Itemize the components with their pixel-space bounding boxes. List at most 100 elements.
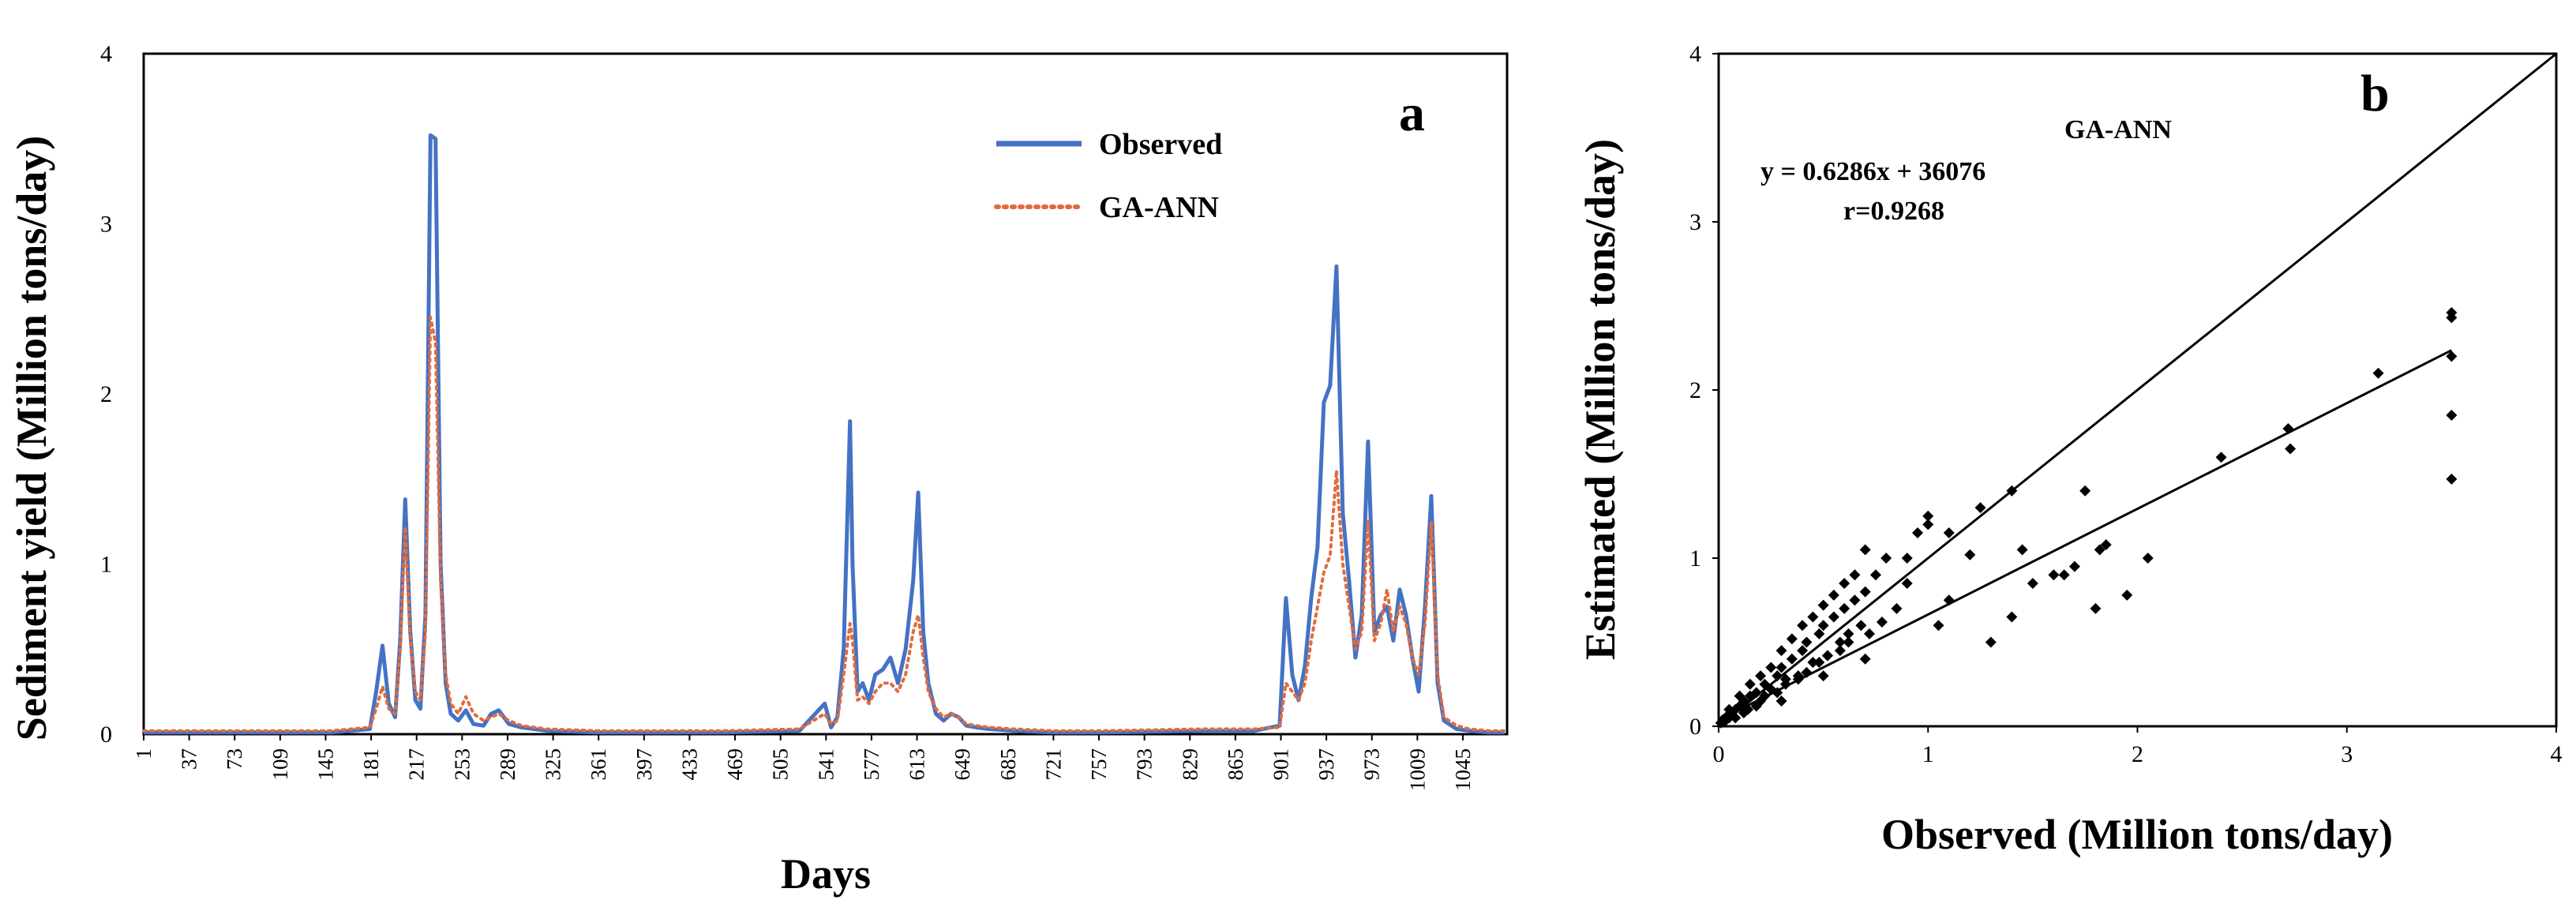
panel-a-x-tick-label: 577 [860, 748, 883, 781]
scatter-point [1828, 589, 1839, 601]
scatter-point [1759, 690, 1771, 702]
scatter-point [2006, 611, 2018, 623]
scatter-point [1817, 670, 1829, 682]
scatter-point [1839, 602, 1850, 614]
panel-b-points [1715, 307, 2458, 729]
panel-a-x-tick-label: 253 [450, 748, 474, 781]
scatter-point [2016, 544, 2028, 556]
panel-a-x-tick-label: 505 [769, 748, 793, 781]
scatter-point [1755, 670, 1767, 682]
scatter-point [1786, 633, 1798, 645]
panel-a-x-tick-label: 613 [906, 748, 929, 781]
panel-a-y-tick-label: 0 [100, 722, 112, 748]
scatter-point [1807, 657, 1819, 669]
scatter-point [1943, 527, 1955, 539]
panel-b-equation: y = 0.6286x + 36076 [1760, 157, 1985, 186]
panel-a-x-tick-label: 973 [1360, 748, 1384, 781]
panel-b-x-tick-label: 4 [2551, 741, 2563, 767]
scatter-point [1876, 616, 1888, 628]
panel-b-lines [1718, 52, 2557, 728]
scatter-point [1869, 569, 1881, 581]
panel-b-y-tick-label: 0 [1689, 714, 1701, 740]
panel-a-x-tick-label: 289 [496, 748, 519, 781]
scatter-point [1933, 620, 1944, 632]
panel-a-x-tick-label: 325 [542, 748, 565, 781]
scatter-point [1863, 628, 1875, 639]
panel-a-x-ticks: 1 37 73 109 145 181 217 253 289 325 361 397 433 469 50… [132, 734, 1475, 791]
panel-a-x-tick-label: 1 [132, 748, 156, 759]
scatter-point [1843, 628, 1854, 639]
scatter-point [1859, 653, 1871, 665]
scatter-point [1786, 653, 1798, 665]
panel-a-plot-frame [142, 52, 1509, 736]
panel-a-y-tick-label: 2 [100, 381, 112, 407]
scatter-point [2285, 443, 2297, 455]
one-to-one-line [1718, 52, 2557, 728]
scatter-point [1759, 678, 1771, 690]
scatter-point [2121, 589, 2133, 601]
scatter-point [1821, 650, 1833, 662]
scatter-point [1730, 712, 1742, 724]
scatter-point [2094, 544, 2105, 556]
panel-b-y-tick-label: 4 [1689, 41, 1701, 67]
scatter-point [2006, 485, 2018, 497]
scatter-point [1985, 636, 1997, 648]
panel-a-y-axis-title: Sediment yield (Million tons/day) [8, 136, 55, 741]
panel-a-line-chart: Sediment yield (Million tons/day) 01234 … [8, 41, 1509, 898]
panel-a-y-ticks: 0 1 2 3 4 [100, 41, 112, 748]
panel-a-x-tick-label: 1009 [1405, 748, 1429, 791]
panel-a-x-tick-label: 109 [268, 748, 292, 781]
panel-a-x-tick-label: 1045 [1451, 748, 1475, 791]
scatter-point [1744, 678, 1756, 690]
scatter-point [1772, 670, 1783, 682]
scatter-point [1765, 662, 1777, 673]
scatter-point [2142, 553, 2154, 564]
panel-b-x-tick-label: 0 [1713, 741, 1725, 767]
scatter-point [1849, 594, 1861, 606]
scatter-point [1738, 707, 1749, 718]
panel-b-x-tick-label: 1 [1922, 741, 1934, 767]
scatter-point [1974, 502, 1986, 514]
legend-ga-ann-label: GA-ANN [1099, 191, 1219, 224]
panel-a-x-tick-label: 217 [405, 748, 429, 781]
panel-b-r-value: r=0.9268 [1843, 197, 1944, 226]
panel-a-letter: a [1399, 84, 1425, 142]
scatter-point [1772, 687, 1783, 699]
scatter-point [1817, 599, 1829, 611]
scatter-point [1775, 695, 1787, 707]
panel-a-y-tick-label: 4 [100, 41, 112, 67]
scatter-point [1750, 700, 1762, 712]
scatter-point [1723, 703, 1735, 715]
panel-a-series [142, 133, 1506, 735]
scatter-point [2100, 538, 2112, 550]
scatter-point [1834, 645, 1846, 657]
scatter-point [1922, 519, 1934, 530]
panel-a-x-tick-label: 433 [677, 748, 701, 781]
scatter-point [1807, 611, 1819, 623]
panel-b-x-ticks: 0 1 2 3 4 [1713, 726, 2563, 767]
scatter-point [2215, 452, 2227, 463]
scatter-point [2058, 569, 2070, 581]
legend-observed-label: Observed [1099, 128, 1222, 161]
scatter-point [1911, 527, 1923, 539]
panel-b-scatter-chart: Estimated (Million tons/day) 0 1 2 3 4 0 1 2 3 4… [1577, 41, 2563, 858]
panel-a-x-tick-label: 541 [814, 748, 838, 781]
panel-a-x-tick-label: 397 [632, 748, 656, 781]
scatter-point [1797, 645, 1809, 657]
panel-b-x-tick-label: 3 [2341, 741, 2353, 767]
scatter-point [1901, 577, 1913, 589]
panel-b-plot-frame [1717, 52, 2558, 728]
panel-a-x-tick-label: 757 [1087, 748, 1111, 781]
scatter-point [2282, 422, 2294, 434]
scatter-point [1880, 553, 1892, 564]
scatter-point [1859, 544, 1871, 556]
scatter-point [1828, 611, 1839, 623]
series-observed-line [144, 133, 1505, 735]
panel-b-y-ticks: 0 1 2 3 4 [1689, 41, 1719, 740]
panel-a-x-tick-label: 793 [1133, 748, 1157, 781]
scatter-point [1775, 662, 1787, 673]
scatter-point [1813, 628, 1825, 639]
panel-a-legend: Observed GA-ANN [994, 128, 1222, 224]
panel-a-x-tick-label: 649 [951, 748, 974, 781]
